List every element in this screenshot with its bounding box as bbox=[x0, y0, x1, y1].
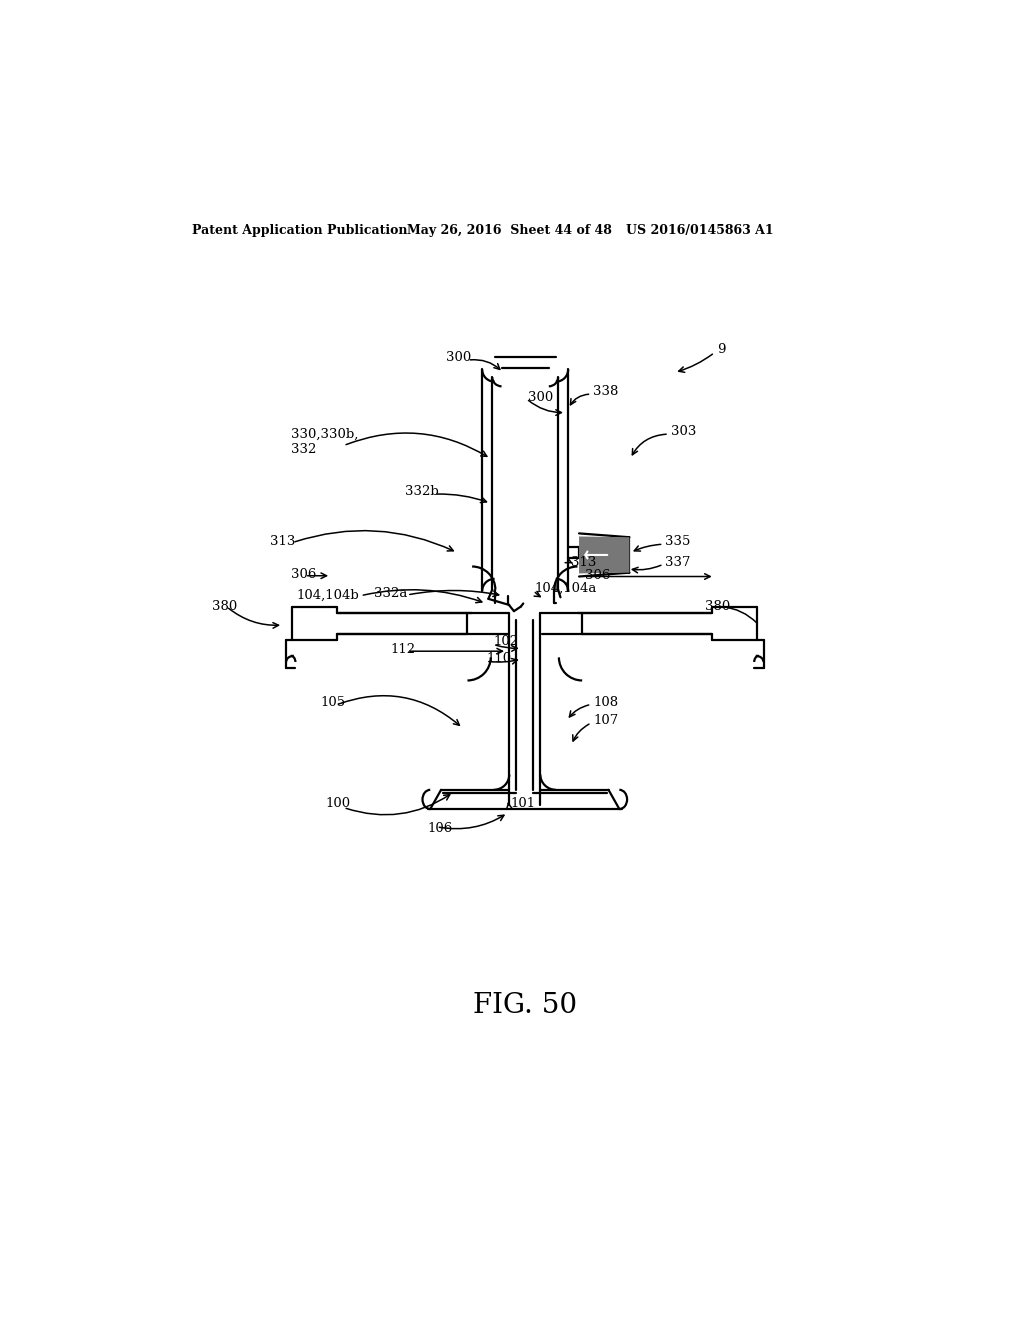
Text: 300: 300 bbox=[528, 391, 553, 404]
Text: 105: 105 bbox=[321, 696, 345, 709]
Text: FIG. 50: FIG. 50 bbox=[473, 991, 577, 1019]
Text: 110: 110 bbox=[486, 652, 512, 665]
Text: 112: 112 bbox=[390, 643, 415, 656]
Text: 106: 106 bbox=[427, 822, 453, 834]
Text: 306: 306 bbox=[291, 568, 316, 581]
Text: 102: 102 bbox=[494, 635, 519, 648]
Text: 107: 107 bbox=[593, 714, 618, 727]
Text: 313: 313 bbox=[270, 536, 295, 548]
Polygon shape bbox=[579, 536, 630, 573]
Text: 300: 300 bbox=[445, 351, 471, 363]
Text: Patent Application Publication: Patent Application Publication bbox=[191, 224, 408, 238]
Text: 9: 9 bbox=[717, 343, 725, 356]
Text: 104,104b: 104,104b bbox=[296, 589, 359, 602]
Text: 380: 380 bbox=[212, 601, 237, 612]
Text: 332b: 332b bbox=[406, 486, 439, 499]
Text: 303: 303 bbox=[671, 425, 696, 438]
Text: US 2016/0145863 A1: US 2016/0145863 A1 bbox=[626, 224, 773, 238]
Text: May 26, 2016  Sheet 44 of 48: May 26, 2016 Sheet 44 of 48 bbox=[407, 224, 612, 238]
Text: 313: 313 bbox=[571, 556, 597, 569]
Text: 306: 306 bbox=[586, 569, 610, 582]
Text: 338: 338 bbox=[593, 385, 618, 399]
Text: 108: 108 bbox=[593, 696, 618, 709]
Text: 330,330b,
332: 330,330b, 332 bbox=[291, 428, 358, 455]
Text: 100: 100 bbox=[326, 797, 351, 810]
Text: 335: 335 bbox=[665, 536, 690, 548]
Text: 380: 380 bbox=[706, 601, 731, 612]
Text: 101: 101 bbox=[511, 797, 536, 810]
Text: 337: 337 bbox=[665, 556, 690, 569]
Text: 332a: 332a bbox=[375, 587, 408, 601]
Text: 104,104a: 104,104a bbox=[535, 582, 597, 594]
